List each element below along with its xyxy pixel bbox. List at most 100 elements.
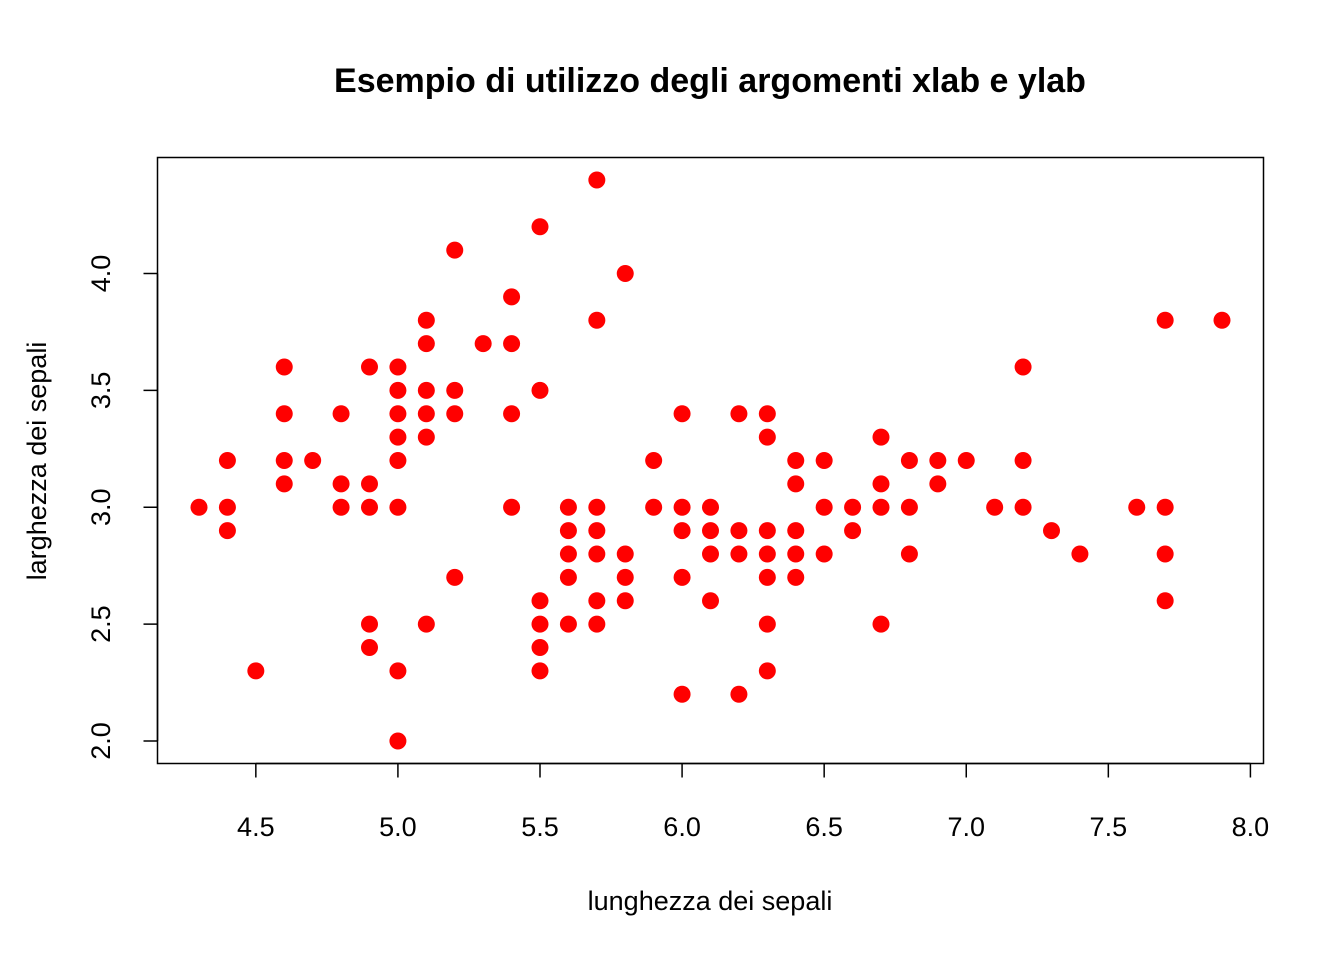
- data-point: [503, 288, 521, 306]
- data-point: [304, 452, 322, 469]
- y-tick-label: 3.5: [86, 372, 116, 410]
- data-point: [844, 498, 862, 516]
- data-point: [559, 522, 577, 540]
- data-point: [929, 475, 947, 493]
- data-point: [588, 615, 606, 633]
- data-point: [361, 615, 378, 633]
- data-point: [702, 592, 719, 610]
- data-point: [531, 662, 549, 680]
- data-point: [673, 685, 691, 703]
- data-point: [218, 498, 236, 516]
- data-point: [503, 405, 521, 423]
- data-point: [332, 498, 350, 516]
- y-axis: 2.0 2.5 3.0 3.5 4.0: [86, 255, 159, 760]
- x-tick-label: 6.5: [805, 812, 843, 842]
- data-point: [332, 475, 350, 493]
- data-point: [531, 615, 549, 633]
- data-point: [1071, 545, 1089, 563]
- data-point: [787, 452, 805, 469]
- data-point: [758, 405, 776, 423]
- data-point: [730, 685, 748, 703]
- x-tick-label: 7.5: [1090, 812, 1128, 842]
- data-point: [588, 171, 606, 189]
- data-point: [616, 592, 634, 610]
- data-point: [1014, 498, 1032, 516]
- data-point: [1156, 592, 1174, 610]
- data-point: [559, 545, 577, 563]
- data-point: [702, 498, 719, 516]
- y-axis-label: larghezza dei sepali: [22, 342, 52, 581]
- data-point: [417, 381, 435, 399]
- data-point: [758, 662, 776, 680]
- data-point: [531, 381, 549, 399]
- x-tick-label: 7.0: [947, 812, 985, 842]
- data-point: [758, 522, 776, 540]
- x-tick-label: 5.5: [521, 812, 559, 842]
- data-point: [645, 452, 663, 469]
- data-point: [503, 335, 521, 353]
- data-point: [872, 428, 890, 446]
- data-point: [588, 498, 606, 516]
- data-point: [389, 732, 407, 750]
- data-point: [787, 475, 805, 493]
- data-point: [900, 545, 918, 563]
- data-point: [929, 452, 947, 469]
- data-point: [815, 545, 833, 563]
- data-point: [275, 475, 293, 493]
- data-point: [758, 615, 776, 633]
- y-tick-label: 2.0: [86, 722, 116, 760]
- data-point: [702, 522, 719, 540]
- data-point: [758, 568, 776, 586]
- data-point: [616, 545, 634, 563]
- data-point: [815, 498, 833, 516]
- data-point: [730, 522, 748, 540]
- data-point: [361, 498, 378, 516]
- data-point: [1014, 452, 1032, 469]
- data-point: [872, 475, 890, 493]
- data-point: [986, 498, 1004, 516]
- data-point: [275, 358, 293, 376]
- data-point: [503, 498, 521, 516]
- data-point: [417, 335, 435, 353]
- data-point: [446, 381, 464, 399]
- data-point: [446, 568, 464, 586]
- y-tick-label: 2.5: [86, 605, 116, 643]
- plot-frame: [156, 156, 1265, 765]
- data-point: [588, 592, 606, 610]
- data-point: [190, 498, 208, 516]
- x-tick-label: 6.0: [663, 812, 701, 842]
- data-point: [531, 639, 549, 656]
- data-points: [190, 171, 1231, 750]
- data-point: [417, 311, 435, 329]
- data-point: [218, 522, 236, 540]
- x-axis-label: lunghezza dei sepali: [588, 886, 833, 916]
- data-point: [702, 545, 719, 563]
- y-tick-label: 3.0: [86, 488, 116, 526]
- data-point: [1156, 545, 1174, 563]
- data-point: [389, 428, 407, 446]
- data-point: [588, 522, 606, 540]
- data-point: [758, 545, 776, 563]
- data-point: [531, 592, 549, 610]
- data-point: [673, 522, 691, 540]
- data-point: [1014, 358, 1032, 376]
- data-point: [1043, 522, 1060, 540]
- data-point: [389, 358, 407, 376]
- x-tick-label: 5.0: [379, 812, 417, 842]
- x-tick-label: 8.0: [1232, 812, 1270, 842]
- data-point: [389, 662, 407, 680]
- data-point: [417, 428, 435, 446]
- data-point: [730, 545, 748, 563]
- y-tick-label: 4.0: [86, 255, 116, 293]
- data-point: [275, 452, 293, 469]
- data-point: [900, 452, 918, 469]
- data-point: [616, 568, 634, 586]
- data-point: [844, 522, 862, 540]
- data-point: [588, 311, 606, 329]
- data-point: [389, 452, 407, 469]
- data-point: [417, 405, 435, 423]
- data-point: [389, 498, 407, 516]
- x-axis: 4.5 5.0 5.5 6.0 6.5 7.0 7.5 8.0: [237, 762, 1270, 842]
- data-point: [1213, 311, 1231, 329]
- data-point: [275, 405, 293, 423]
